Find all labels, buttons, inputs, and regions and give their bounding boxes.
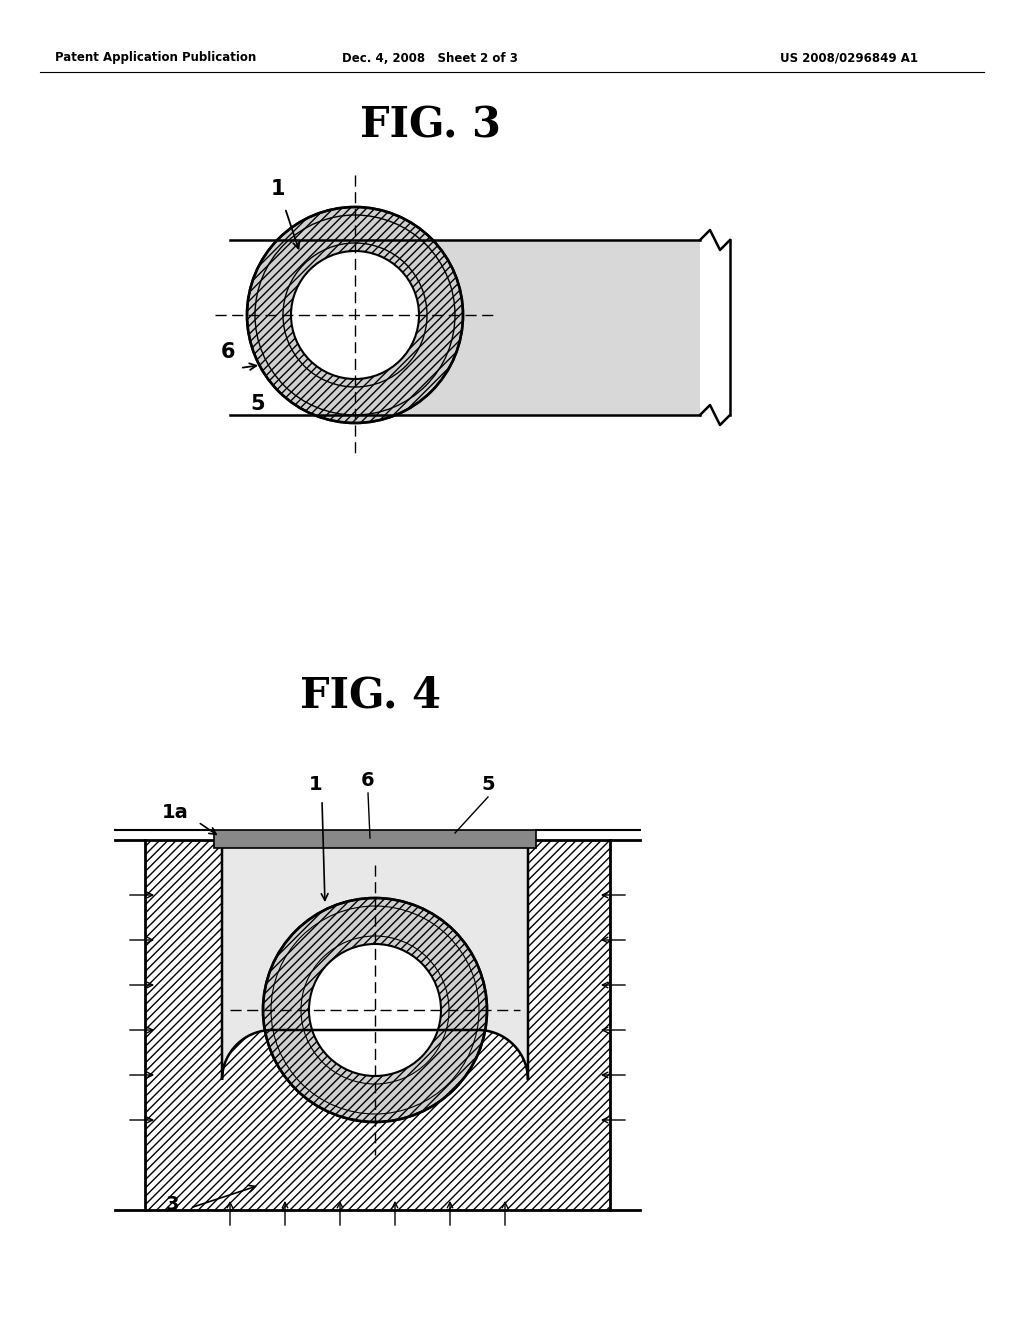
Text: US 2008/0296849 A1: US 2008/0296849 A1	[780, 51, 918, 65]
Text: 1: 1	[309, 775, 323, 795]
Text: 3: 3	[165, 1195, 179, 1214]
Bar	[145, 840, 610, 1210]
Text: 1a: 1a	[162, 803, 188, 822]
Circle shape	[291, 251, 419, 379]
Bar	[145, 840, 610, 1210]
Circle shape	[263, 898, 487, 1122]
Circle shape	[247, 207, 463, 422]
Circle shape	[263, 898, 487, 1122]
Text: FIG. 3: FIG. 3	[359, 104, 501, 147]
Polygon shape	[222, 840, 528, 1080]
Text: Patent Application Publication: Patent Application Publication	[55, 51, 256, 65]
Text: 5: 5	[251, 393, 265, 414]
Circle shape	[309, 944, 441, 1076]
Text: 6: 6	[221, 342, 236, 362]
Polygon shape	[222, 840, 528, 1080]
Circle shape	[247, 207, 463, 422]
Bar	[214, 830, 536, 847]
Text: 5: 5	[481, 775, 495, 795]
Text: FIG. 4: FIG. 4	[299, 675, 440, 715]
Text: 1: 1	[270, 180, 286, 199]
Text: 6: 6	[361, 771, 375, 789]
Text: Dec. 4, 2008   Sheet 2 of 3: Dec. 4, 2008 Sheet 2 of 3	[342, 51, 518, 65]
Bar	[355, 240, 700, 414]
